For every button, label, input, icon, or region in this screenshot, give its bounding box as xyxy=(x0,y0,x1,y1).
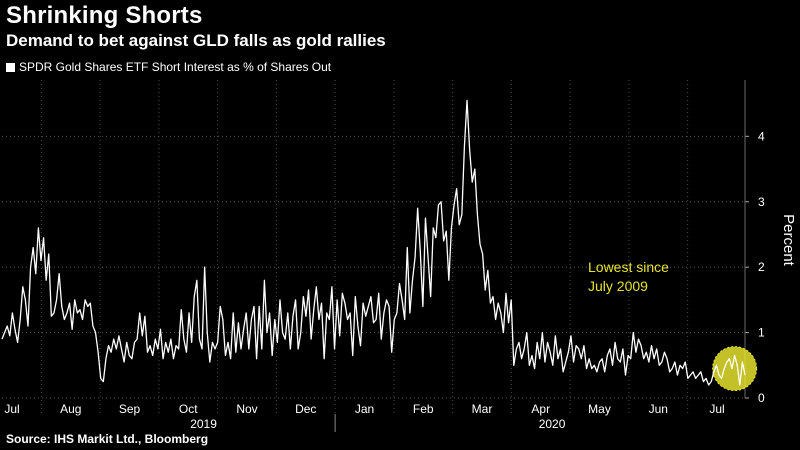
y-tick-label: 2 xyxy=(758,260,765,274)
x-year-label: 2020 xyxy=(539,417,566,431)
x-tick-label: Sep xyxy=(119,402,141,416)
y-axis: 0 1 2 3 4 xyxy=(744,80,765,405)
legend-swatch xyxy=(6,62,15,72)
y-tick-label: 0 xyxy=(758,391,765,405)
chart-subtitle: Demand to bet against GLD falls as gold … xyxy=(6,31,386,50)
x-tick-label: Jul xyxy=(709,402,724,416)
x-tick-label: May xyxy=(588,402,611,416)
y-axis-label: Percent xyxy=(780,214,797,267)
x-tick-label: Jan xyxy=(355,402,374,416)
annotation: Lowest since July 2009 xyxy=(588,259,669,294)
y-tick-label: 3 xyxy=(758,195,765,209)
x-tick-label: Apr xyxy=(531,402,550,416)
x-tick-label: Oct xyxy=(179,402,198,416)
x-tick-label: Nov xyxy=(236,402,257,416)
x-tick-label: Aug xyxy=(60,402,81,416)
gridlines xyxy=(2,80,745,414)
y-tick-label: 1 xyxy=(758,326,765,340)
annotation-text: Lowest since xyxy=(588,259,669,275)
highlight-marker xyxy=(712,346,758,392)
source-note: Source: IHS Markit Ltd., Bloomberg xyxy=(6,432,209,446)
x-tick-label: Feb xyxy=(413,402,434,416)
highlight-circle xyxy=(712,346,758,392)
chart-title: Shrinking Shorts xyxy=(6,2,203,29)
x-tick-label: Jun xyxy=(649,402,668,416)
x-year-label: 2019 xyxy=(190,417,217,431)
x-tick-label: Jul xyxy=(4,402,19,416)
series-line xyxy=(1,99,746,386)
y-tick-label: 4 xyxy=(758,129,765,143)
x-axis: Jul Aug Sep Oct Nov Dec Jan Feb Mar Apr May Jun Jul 2… xyxy=(4,402,725,432)
legend: SPDR Gold Shares ETF Short Interest as %… xyxy=(6,60,331,74)
plot-area xyxy=(1,99,746,386)
legend-label: SPDR Gold Shares ETF Short Interest as %… xyxy=(19,60,332,74)
annotation-text: July 2009 xyxy=(588,278,648,294)
x-tick-label: Dec xyxy=(295,402,316,416)
x-tick-label: Mar xyxy=(472,402,493,416)
